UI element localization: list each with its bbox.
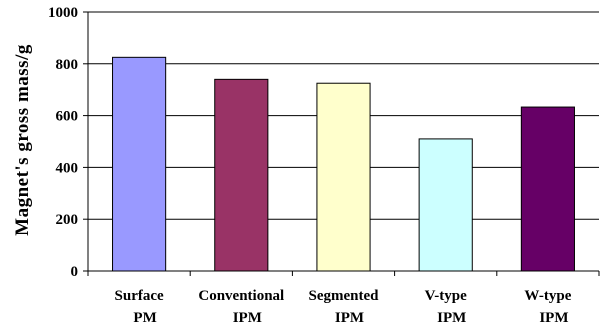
bar-3 (418, 138, 473, 272)
x-category-label-1-1: IPM (233, 310, 262, 326)
x-category-label-0-0: Surface (115, 288, 164, 304)
bars (112, 56, 575, 272)
y-tick-labels: 0 200 400 600 800 1000 (48, 5, 78, 280)
y-tick-label-800: 800 (56, 57, 79, 73)
axes (83, 11, 600, 276)
x-category-labels: Surface PM Conventional IPM Segmented IPM V-ty… (115, 288, 572, 326)
x-category-label-3-0: V-type (425, 288, 468, 304)
y-tick-label-400: 400 (56, 160, 79, 176)
x-category-label-2-1: IPM (335, 310, 364, 326)
y-tick-label-600: 600 (56, 109, 79, 125)
x-category-label-4-1: IPM (539, 310, 568, 326)
bar-4 (520, 106, 575, 272)
x-category-label-2-0: Segmented (309, 288, 380, 304)
y-tick-label-1000: 1000 (48, 5, 78, 21)
x-category-label-1-0: Conventional (198, 288, 284, 304)
y-tick-label-0: 0 (71, 264, 79, 280)
x-category-label-3-1: IPM (437, 310, 466, 326)
bar-2 (316, 82, 371, 272)
bar-0 (112, 56, 167, 272)
y-tick-label-200: 200 (56, 212, 79, 228)
x-category-label-4-0: W-type (524, 288, 571, 304)
x-category-label-0-1: PM (133, 310, 156, 326)
bar-1 (214, 78, 269, 272)
y-axis-title: Magnet's gross mass/g (12, 44, 33, 236)
